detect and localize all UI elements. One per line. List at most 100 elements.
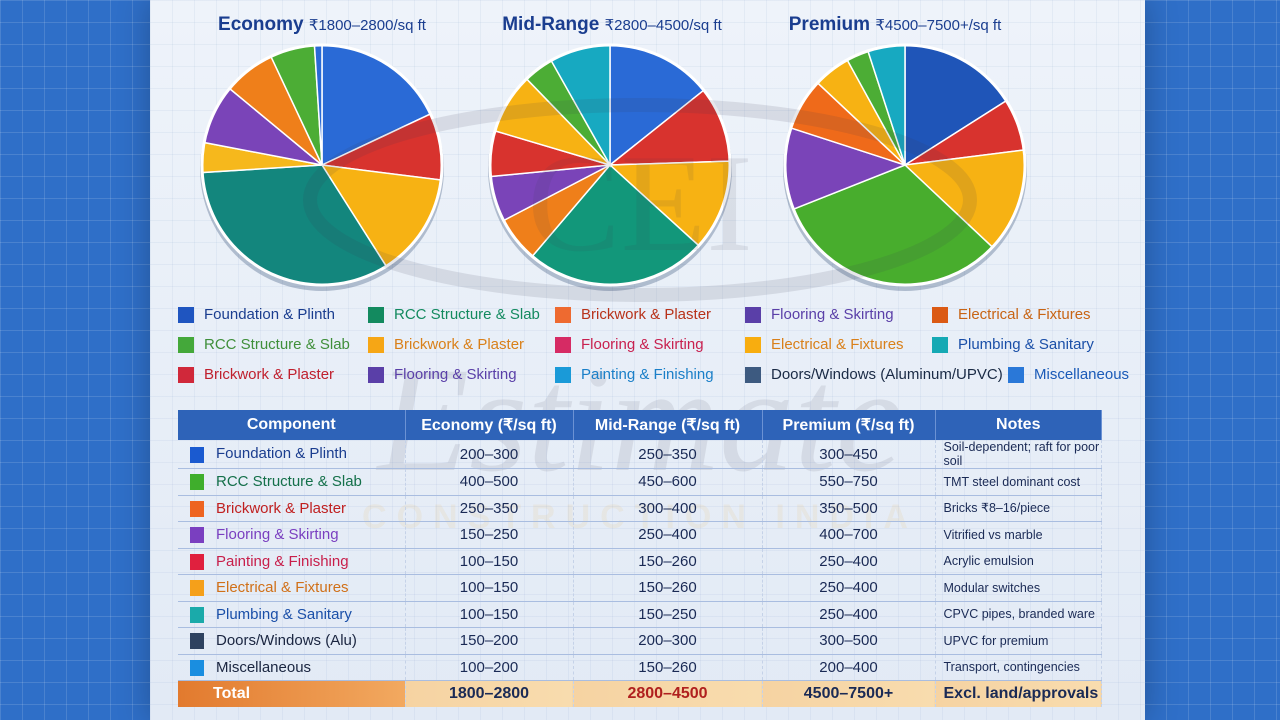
cell-mid-range: 250–400 (573, 521, 763, 549)
legend-label: RCC Structure & Slab (204, 336, 350, 353)
legend-swatch (555, 306, 571, 323)
header-economy: Economy (₹/sq ft) (405, 410, 574, 440)
cell-mid-range: 150–260 (573, 548, 763, 575)
table-row: Electrical & Fixtures 100–150 150–260 25… (178, 574, 1102, 602)
legend-swatch (368, 306, 384, 323)
header-mid-range: Mid-Range (₹/sq ft) (573, 410, 763, 440)
cell-economy: 150–200 (405, 627, 574, 655)
cell-economy: 250–350 (405, 495, 574, 522)
cell-component: Painting & Finishing (178, 548, 406, 575)
table-row: Flooring & Skirting 150–250 250–400 400–… (178, 521, 1102, 549)
cell-economy: 200–300 (405, 440, 574, 469)
legend-label: Foundation & Plinth (204, 306, 335, 323)
cell-notes: CPVC pipes, branded ware (935, 601, 1102, 628)
total-notes: Excl. land/approvals (935, 680, 1102, 707)
cell-notes: Transport, contingencies (935, 654, 1102, 681)
cell-notes: TMT steel dominant cost (935, 468, 1102, 496)
cell-notes: Modular switches (935, 574, 1102, 602)
cell-notes: Soil-dependent; raft for poor soil (935, 440, 1102, 469)
cell-notes: Vitrified vs marble (935, 521, 1102, 549)
legend-label: Flooring & Skirting (394, 366, 517, 383)
cell-mid-range: 200–300 (573, 627, 763, 655)
legend-label: Flooring & Skirting (581, 336, 704, 353)
cell-premium: 400–700 (762, 521, 936, 549)
legend-swatch (745, 336, 761, 353)
legend-item: Miscellaneous (1008, 366, 1129, 383)
row-swatch (190, 580, 204, 597)
row-swatch (190, 527, 204, 544)
legend-swatch (368, 336, 384, 353)
cell-premium: 200–400 (762, 654, 936, 681)
row-swatch (190, 474, 204, 491)
cell-premium: 550–750 (762, 468, 936, 496)
cell-component: RCC Structure & Slab (178, 468, 406, 496)
row-swatch (190, 633, 204, 650)
cell-component: Brickwork & Plaster (178, 495, 406, 522)
legend-item: Flooring & Skirting (745, 306, 894, 323)
cell-economy: 100–150 (405, 574, 574, 602)
legend-swatch (368, 366, 384, 383)
table-row: Brickwork & Plaster 250–350 300–400 350–… (178, 495, 1102, 522)
legend-label: Miscellaneous (1034, 366, 1130, 383)
cell-mid-range: 250–350 (573, 440, 763, 469)
pie-title-mid-range: Mid-Range ₹2800–4500/sq ft (502, 14, 722, 35)
total-mid-range: 2800–4500 (573, 680, 763, 707)
cell-component: Flooring & Skirting (178, 521, 406, 549)
legend-label: Electrical & Fixtures (771, 336, 904, 353)
cell-mid-range: 300–400 (573, 495, 763, 522)
total-economy: 1800–2800 (405, 680, 574, 707)
legend-swatch (178, 336, 194, 353)
table-row: Painting & Finishing 100–150 150–260 250… (178, 548, 1102, 575)
legend-swatch (745, 366, 761, 383)
cell-notes: Acrylic emulsion (935, 548, 1102, 575)
legend-label: Brickwork & Plaster (204, 366, 335, 383)
table-row: RCC Structure & Slab 400–500 450–600 550… (178, 468, 1102, 496)
cell-mid-range: 450–600 (573, 468, 763, 496)
cell-economy: 100–150 (405, 548, 574, 575)
legend-item: RCC Structure & Slab (178, 336, 350, 353)
header-premium: Premium (₹/sq ft) (762, 410, 936, 440)
cell-premium: 250–400 (762, 574, 936, 602)
legend-swatch (555, 336, 571, 353)
cell-premium: 300–450 (762, 440, 936, 469)
cell-component: Electrical & Fixtures (178, 574, 406, 602)
legend-swatch (1008, 366, 1024, 383)
pie-title-economy: Economy ₹1800–2800/sq ft (218, 14, 426, 35)
pie-rim (200, 43, 444, 287)
pie-mid-range (488, 43, 732, 291)
cell-economy: 150–250 (405, 521, 574, 549)
cell-component: Doors/Windows (Alu) (178, 627, 406, 655)
row-swatch (190, 500, 204, 517)
legend-label: Brickwork & Plaster (581, 306, 712, 323)
legend-label: Brickwork & Plaster (394, 336, 525, 353)
legend-item: Doors/Windows (Aluminum/UPVC) (745, 366, 1003, 383)
legend-item: Painting & Finishing (555, 366, 714, 383)
legend-item: Electrical & Fixtures (932, 306, 1091, 323)
cell-mid-range: 150–250 (573, 601, 763, 628)
table-row: Plumbing & Sanitary 100–150 150–250 250–… (178, 601, 1102, 628)
pie-title-premium: Premium ₹4500–7500+/sq ft (788, 14, 1002, 35)
cell-premium: 250–400 (762, 548, 936, 575)
table-row: Miscellaneous 100–200 150–260 200–400 Tr… (178, 654, 1102, 681)
legend-label: Painting & Finishing (581, 366, 714, 383)
cell-premium: 350–500 (762, 495, 936, 522)
row-swatch (190, 446, 204, 463)
legend-swatch (745, 306, 761, 323)
legend-label: Electrical & Fixtures (958, 306, 1091, 323)
cell-mid-range: 150–260 (573, 654, 763, 681)
cell-component: Miscellaneous (178, 654, 406, 681)
legend-item: Brickwork & Plaster (368, 336, 524, 353)
header-component: Component (178, 410, 406, 440)
table-header-row: Component Economy (₹/sq ft) Mid-Range (₹… (178, 410, 1102, 440)
legend-item: Flooring & Skirting (368, 366, 517, 383)
cost-table: Component Economy (₹/sq ft) Mid-Range (₹… (178, 410, 1102, 707)
total-row: Total 1800–2800 2800–4500 4500–7500+ Exc… (178, 680, 1102, 707)
pie-premium (783, 43, 1027, 291)
cell-notes: UPVC for premium (935, 627, 1102, 655)
legend-label: RCC Structure & Slab (394, 306, 540, 323)
cell-premium: 250–400 (762, 601, 936, 628)
cell-notes: Bricks ₹8–16/piece (935, 495, 1102, 522)
pie-economy (200, 43, 444, 291)
legend-item: Brickwork & Plaster (178, 366, 334, 383)
legend-label: Doors/Windows (Aluminum/UPVC) (771, 366, 1003, 383)
